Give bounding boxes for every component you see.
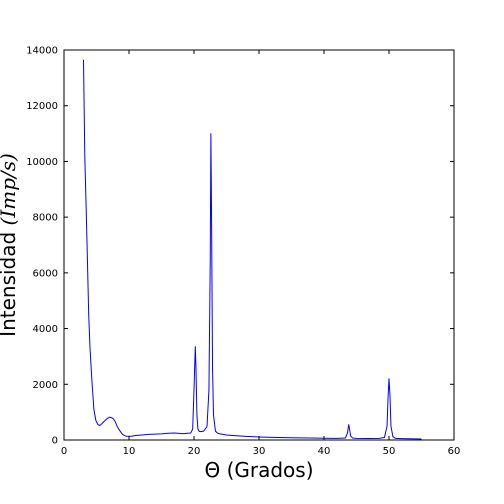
y-axis-label-unit: (Imp/s) — [0, 153, 20, 225]
axis-ticks — [63, 49, 455, 441]
y-tick-label: 6000 — [33, 268, 58, 279]
y-tick-label: 14000 — [26, 46, 58, 57]
x-axis-label: Θ (Grados) — [204, 458, 313, 482]
x-tick-label: 50 — [383, 446, 396, 457]
y-tick-label: 2000 — [33, 380, 58, 391]
y-tick-label: 8000 — [33, 213, 58, 224]
series-line — [83, 59, 422, 440]
y-tick-label: 4000 — [33, 324, 58, 335]
y-axis-label-text: Intensidad — [0, 225, 20, 336]
y-tick-label: 0 — [52, 436, 58, 447]
x-tick-label: 0 — [61, 446, 67, 457]
x-tick-label: 60 — [448, 446, 461, 457]
x-tick-label: 10 — [123, 446, 136, 457]
x-tick-label: 30 — [253, 446, 266, 457]
plot-frame — [63, 49, 455, 441]
x-tick-label: 20 — [188, 446, 201, 457]
y-tick-label: 10000 — [26, 157, 58, 168]
y-axis-label: Intensidad (Imp/s) — [0, 153, 20, 337]
plot-area — [83, 59, 422, 440]
x-tick-label: 40 — [318, 446, 331, 457]
y-tick-label: 12000 — [26, 101, 58, 112]
axis-tick-labels: 0 10 20 30 40 50 60 0 2000 4000 6000 8000 10000 12000… — [26, 46, 460, 458]
